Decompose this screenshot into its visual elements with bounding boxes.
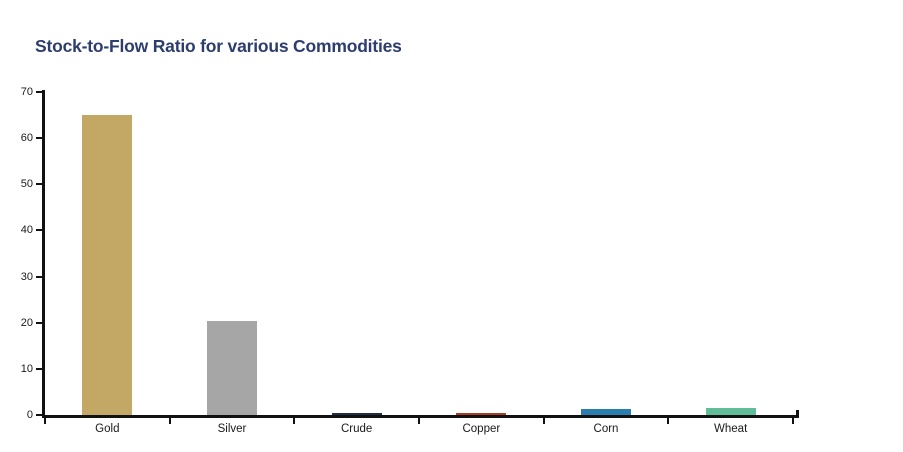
y-axis-tick — [36, 275, 45, 278]
x-axis-tick — [792, 418, 794, 424]
y-axis-tick — [36, 137, 45, 140]
bar-copper — [456, 413, 507, 415]
y-axis-line — [42, 90, 45, 418]
y-axis-tick — [36, 183, 45, 186]
x-axis-tick — [293, 418, 296, 424]
y-axis-tick — [36, 367, 45, 370]
bar-silver — [207, 321, 257, 415]
plot-area: 0 10 20 30 40 50 60 70 Gold Silver Crude Copper Corn… — [21, 86, 799, 435]
y-axis-tick — [36, 321, 45, 324]
bar-wheat — [705, 408, 756, 415]
y-tick-label: 70 — [20, 86, 33, 98]
bar-gold — [82, 115, 133, 415]
y-tick-label: 30 — [20, 270, 33, 283]
y-axis-tick — [36, 414, 45, 416]
x-axis-tick — [168, 418, 171, 424]
x-category-label-wheat: Wheat — [714, 423, 748, 435]
x-axis-tick — [44, 418, 46, 424]
y-tick-label: 60 — [20, 132, 33, 145]
x-axis-tick — [418, 418, 420, 424]
y-tick-label: 20 — [20, 316, 33, 329]
y-tick-label: 10 — [20, 362, 33, 375]
x-category-label-corn: Corn — [593, 423, 619, 435]
bar-corn — [581, 409, 631, 415]
y-tick-label: 40 — [20, 224, 33, 237]
y-axis-tick — [36, 91, 45, 93]
x-axis-end-tick — [796, 410, 799, 418]
x-category-label-gold: Gold — [95, 423, 120, 435]
bar-crude — [331, 412, 382, 415]
x-category-label-crude: Crude — [340, 423, 373, 435]
x-axis-line — [42, 415, 799, 418]
x-axis-tick — [667, 418, 670, 424]
y-tick-label: 50 — [20, 178, 33, 191]
y-axis-tick — [36, 229, 45, 232]
x-axis-tick — [542, 418, 545, 424]
x-category-label-copper: Copper — [462, 423, 501, 435]
x-category-label-silver: Silver — [217, 423, 247, 435]
y-tick-label: 0 — [26, 409, 33, 421]
chart-title: Stock-to-Flow Ratio for various Commodit… — [35, 36, 402, 56]
